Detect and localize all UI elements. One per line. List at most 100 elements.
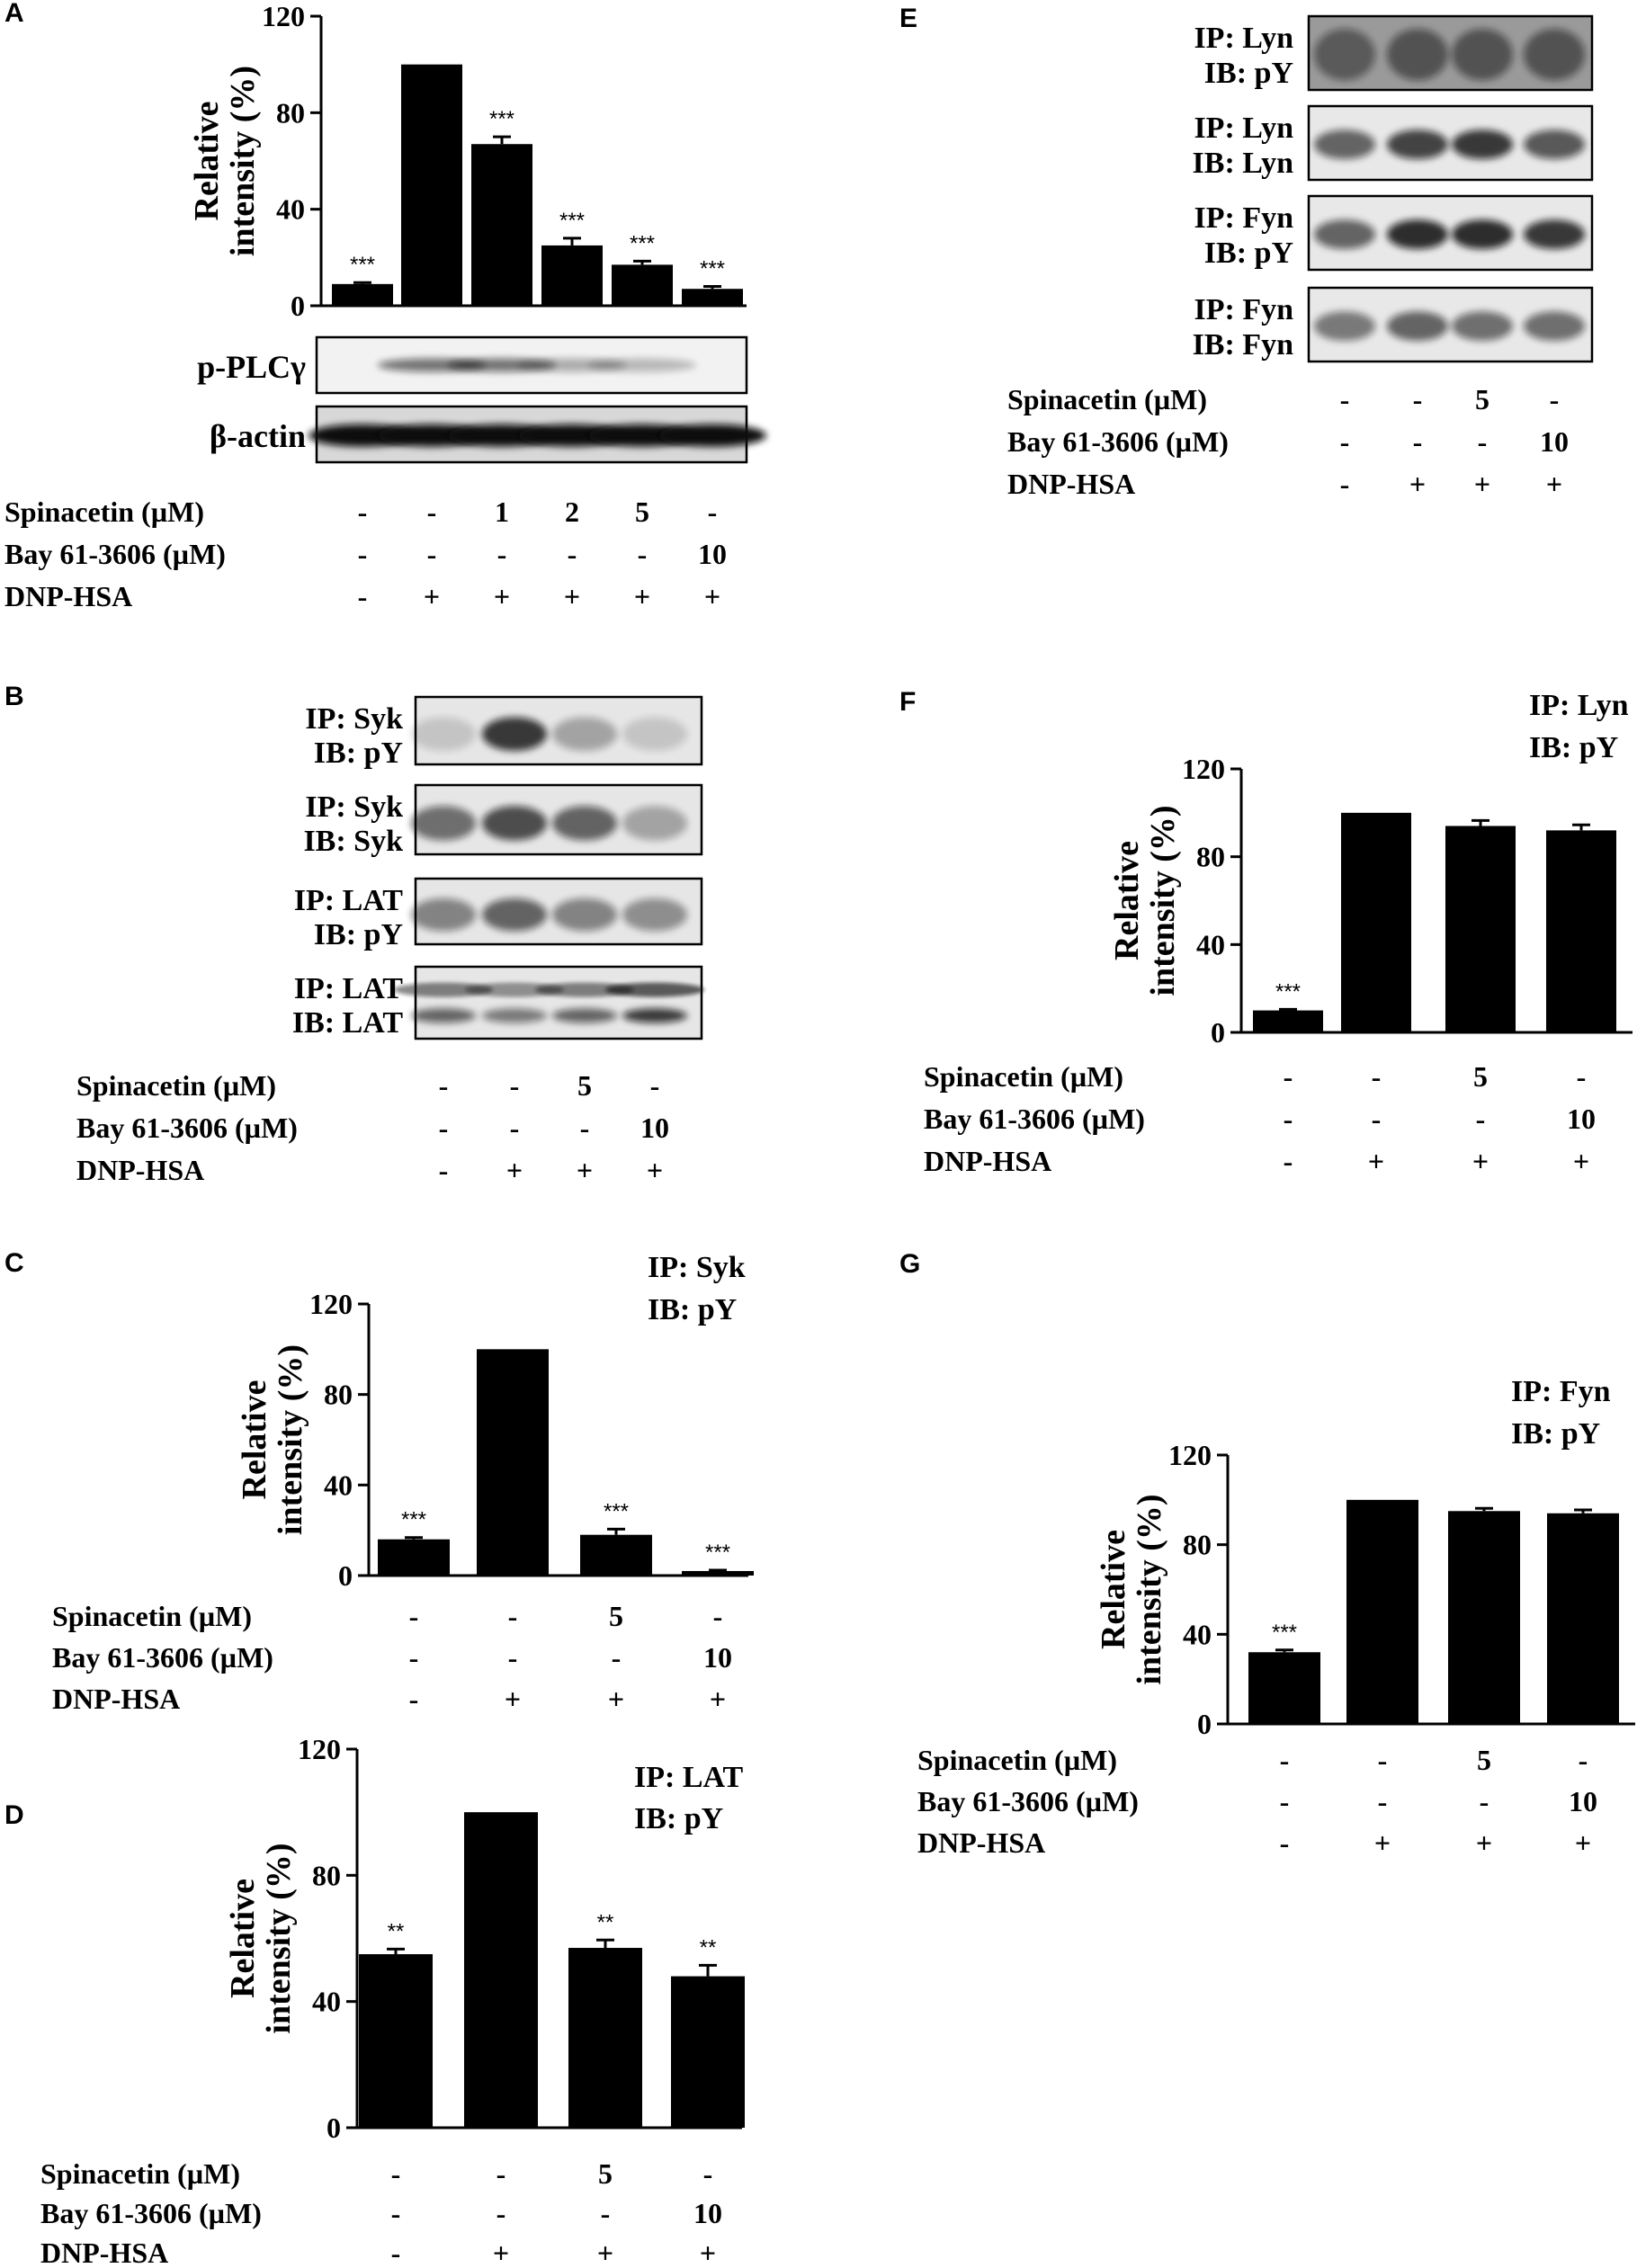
- bar: [541, 245, 603, 306]
- blot-e-3: [1307, 286, 1594, 363]
- treatment-value: -: [1340, 468, 1350, 500]
- treatment-value: -: [1372, 1060, 1382, 1093]
- treatment-value: -: [358, 496, 368, 528]
- treatment-label: Bay 61-3606 (µM): [76, 1112, 298, 1144]
- treatment-label: DNP-HSA: [76, 1154, 204, 1186]
- significance-marker: **: [388, 1919, 405, 1943]
- treatment-value: -: [439, 1154, 449, 1186]
- blot-ib-label: IB: Fyn: [1193, 328, 1294, 362]
- treatment-value: -: [650, 1069, 660, 1102]
- panel-label-b: B: [4, 682, 24, 711]
- ip-label: IP: Syk: [648, 1251, 746, 1284]
- bar: [682, 1570, 754, 1576]
- blot-band: [1452, 219, 1513, 250]
- treatment-value: +: [1476, 1826, 1492, 1859]
- treatment-value: -: [358, 580, 368, 612]
- treatment-value: +: [1374, 1826, 1391, 1859]
- treatment-table-d: Spinacetin (µM) - - 5 - Bay 61-3606 (µM) - - - 10…: [40, 2157, 722, 2268]
- treatment-label: Bay 61-3606 (µM): [917, 1785, 1139, 1817]
- treatment-value: 5: [1477, 1744, 1491, 1776]
- bar: [359, 1954, 433, 2128]
- treatment-value: -: [1413, 383, 1423, 415]
- panel-label-e: E: [899, 4, 917, 33]
- treatment-value: 5: [1473, 1060, 1488, 1093]
- blot-band: [482, 897, 547, 932]
- bar: [1248, 1652, 1320, 1724]
- treatment-value: 5: [635, 496, 649, 528]
- y-tick-label: 120: [1182, 753, 1225, 785]
- bar: [401, 64, 462, 307]
- blot-ip-label: IP: Lyn: [1194, 112, 1293, 145]
- significance-marker: ***: [559, 209, 585, 233]
- blot-e-1: [1307, 104, 1594, 182]
- blot-band: [622, 717, 687, 751]
- treatment-value: -: [580, 1112, 590, 1144]
- treatment-label: Bay 61-3606 (µM): [52, 1641, 273, 1674]
- blot-band: [411, 806, 476, 841]
- treatment-value: -: [568, 538, 577, 570]
- blot-band: [1314, 311, 1375, 342]
- treatment-label: DNP-HSA: [52, 1683, 180, 1715]
- treatment-value: +: [608, 1683, 624, 1715]
- treatment-value: 2: [565, 496, 579, 528]
- treatment-value: -: [508, 1641, 518, 1674]
- blot-ib-label: IB: pY: [1204, 237, 1293, 270]
- significance-marker: ***: [630, 231, 655, 255]
- y-tick-label: 80: [312, 1859, 341, 1891]
- y-axis-label-line2: intensity (%): [1144, 805, 1182, 996]
- blot-band: [658, 424, 766, 447]
- bar: [1445, 826, 1516, 1032]
- treatment-value: -: [1478, 425, 1488, 458]
- treatment-value: -: [601, 2197, 611, 2229]
- blot-b-1: [411, 783, 703, 856]
- treatment-value: -: [510, 1112, 520, 1144]
- y-tick-label: 40: [324, 1469, 353, 1501]
- treatment-label: Bay 61-3606 (µM): [924, 1103, 1145, 1135]
- significance-marker: ***: [350, 253, 375, 277]
- blot-band: [1452, 311, 1513, 342]
- treatment-label: DNP-HSA: [40, 2237, 168, 2268]
- treatment-value: +: [1575, 1826, 1591, 1859]
- treatment-value: +: [1368, 1145, 1384, 1177]
- blot-band: [394, 982, 493, 997]
- treatment-value: 5: [609, 1600, 623, 1632]
- treatment-label: Bay 61-3606 (µM): [4, 538, 226, 570]
- blot-ip-label: IP: LAT: [294, 972, 404, 1005]
- blot-e-0: [1307, 14, 1594, 92]
- blot-ib-label: IB: LAT: [292, 1006, 403, 1040]
- blot-band: [482, 1008, 547, 1023]
- blot-ib-label: IB: Syk: [303, 825, 403, 858]
- treatment-table-f: Spinacetin (µM) - - 5 - Bay 61-3606 (µM) - - - 10…: [924, 1060, 1596, 1177]
- treatment-value: -: [612, 1641, 622, 1674]
- treatment-value: 10: [640, 1112, 669, 1144]
- blot-band: [1387, 311, 1448, 342]
- y-axis-label-line1: Relative: [1108, 841, 1146, 960]
- bar: [471, 144, 532, 306]
- significance-marker: ***: [401, 1508, 426, 1532]
- y-tick-label: 120: [298, 1733, 341, 1765]
- treatment-value: -: [1372, 1103, 1382, 1135]
- significance-marker: ***: [705, 1540, 730, 1565]
- significance-marker: ***: [1275, 979, 1301, 1004]
- treatment-value: -: [1284, 1145, 1293, 1177]
- treatment-value: -: [713, 1600, 723, 1632]
- blot-ip-label: IP: Lyn: [1194, 22, 1293, 55]
- treatment-value: -: [409, 1600, 419, 1632]
- bar: [1448, 1511, 1520, 1724]
- blot-ip-label: IP: Syk: [305, 790, 403, 824]
- treatment-value: 5: [1475, 383, 1489, 415]
- treatment-value: -: [1577, 1060, 1587, 1093]
- bar: [1547, 1513, 1619, 1724]
- y-tick-label: 0: [1211, 1016, 1225, 1049]
- treatment-value: -: [1284, 1060, 1293, 1093]
- y-axis-label-line1: Relative: [1095, 1530, 1132, 1649]
- treatment-value: 10: [1540, 425, 1569, 458]
- treatment-table-b: Spinacetin (µM) - - 5 - Bay 61-3606 (µM) - - - 10…: [76, 1069, 669, 1186]
- y-tick-label: 120: [309, 1288, 353, 1320]
- treatment-value: 10: [1569, 1785, 1597, 1817]
- treatment-value: +: [1573, 1145, 1589, 1177]
- treatment-value: -: [358, 538, 368, 570]
- treatment-value: +: [647, 1154, 663, 1186]
- blot-ip-label: IP: Fyn: [1194, 201, 1294, 235]
- y-axis-label-line1: Relative: [236, 1380, 273, 1500]
